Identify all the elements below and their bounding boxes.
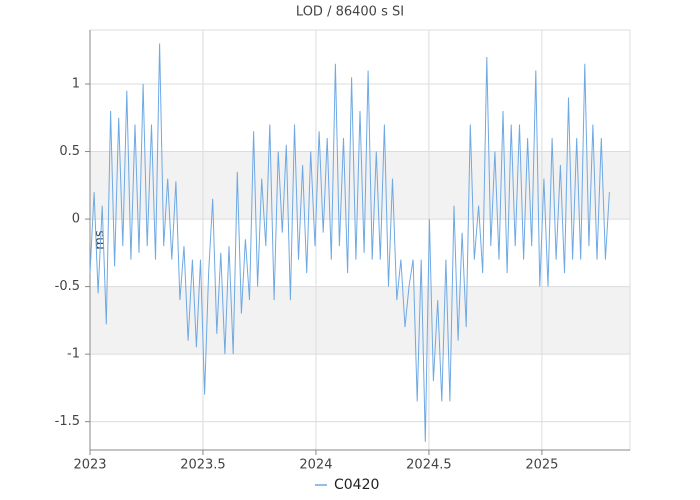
x-tick-label: 2023.5 [180,458,226,473]
data-line [89,43,610,442]
plot-band [90,286,630,355]
y-tick-label: -0.5 [55,279,80,294]
y-tick-label: 0.5 [59,144,80,159]
x-tick-label: 2024.5 [406,458,452,473]
legend-label: C0420 [334,477,379,493]
y-tick-label: 1 [72,77,80,92]
y-tick-label: -1.5 [55,414,80,429]
x-tick-label: 2023 [73,458,106,473]
chart-title: LOD / 86400 s SI [296,5,404,20]
y-tick-label: -1 [67,347,80,362]
plot-band [90,151,630,220]
y-tick-label: 0 [72,212,80,227]
x-tick-label: 2025 [525,458,558,473]
x-tick-label: 2024 [299,458,332,473]
